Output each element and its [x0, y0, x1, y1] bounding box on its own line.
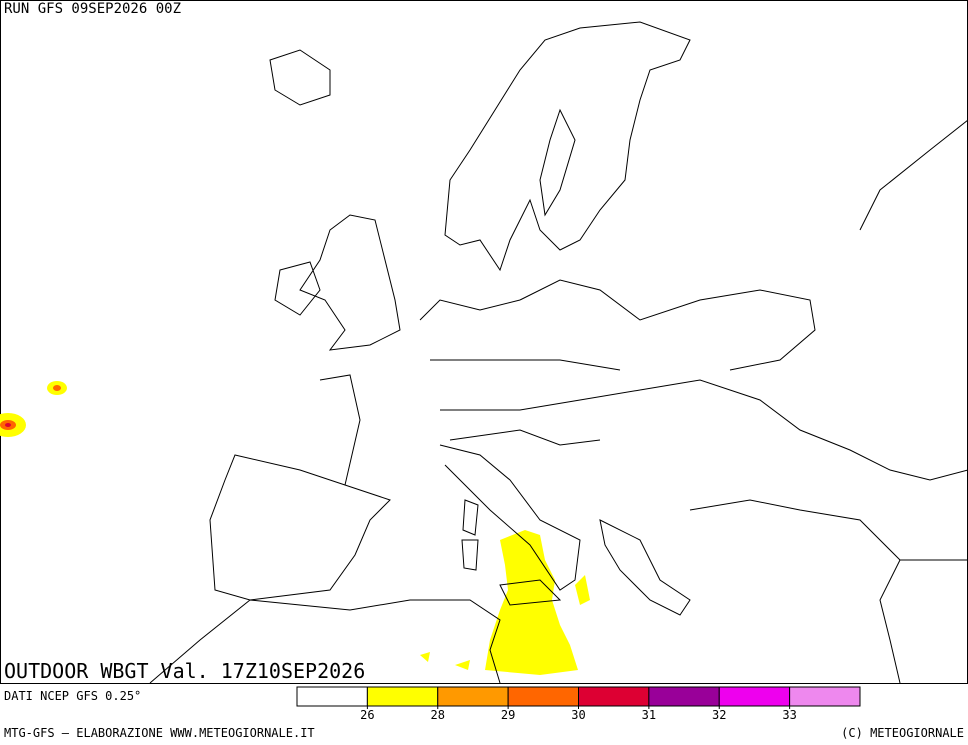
legend-box — [718, 686, 791, 707]
legend-box — [296, 686, 368, 707]
legend-label: 32 — [712, 708, 726, 722]
wbgt-area — [420, 652, 470, 670]
legend-label: 26 — [360, 708, 374, 722]
legend-box — [648, 686, 720, 707]
color-legend: 26 28 29 30 31 32 33 — [296, 686, 861, 722]
legend-label: 28 — [431, 708, 445, 722]
wbgt-area — [575, 575, 590, 605]
wbgt-area — [53, 385, 61, 391]
map-frame — [0, 0, 968, 684]
legend-box — [437, 686, 509, 707]
data-source: DATI NCEP GFS 0.25° — [4, 689, 141, 703]
legend-box — [366, 686, 439, 707]
legend-label: 31 — [642, 708, 656, 722]
footer-right: (C) METEOGIORNALE — [841, 726, 964, 740]
legend-label: 29 — [501, 708, 515, 722]
footer-left: MTG-GFS — ELABORAZIONE WWW.METEOGIORNALE… — [4, 726, 315, 740]
legend-label: 33 — [782, 708, 796, 722]
legend-box — [789, 686, 861, 707]
coastlines — [149, 21, 968, 684]
map-title: OUTDOOR WBGT Val. 17Z10SEP2026 — [4, 659, 365, 683]
legend-box — [507, 686, 579, 707]
legend-box — [578, 686, 650, 707]
legend-label: 30 — [571, 708, 585, 722]
wbgt-area — [5, 423, 11, 427]
run-label: RUN GFS 09SEP2026 00Z — [4, 1, 181, 17]
